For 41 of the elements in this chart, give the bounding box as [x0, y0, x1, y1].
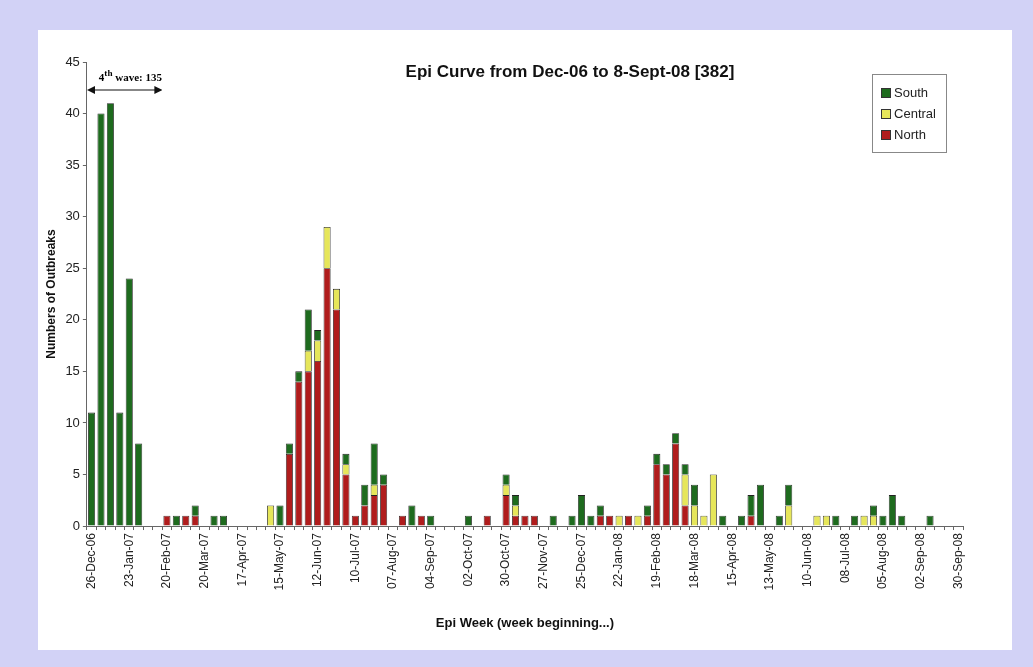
y-tick-label: 25	[65, 259, 80, 275]
x-tick-label: 02-Oct-07	[460, 532, 475, 587]
y-tick-label: 20	[65, 311, 80, 327]
x-tick-label: 27-Nov-07	[536, 532, 551, 590]
x-tick-label: 10-Jun-08	[799, 532, 814, 588]
x-tick-label: 20-Feb-07	[159, 532, 174, 589]
x-tick-label: 18-Mar-08	[686, 532, 701, 589]
y-tick-label: 35	[65, 156, 80, 172]
y-tick-label: 5	[72, 466, 80, 482]
x-tick-label: 13-May-08	[762, 532, 777, 591]
x-tick-label: 26-Dec-06	[83, 532, 98, 590]
x-tick-label: 02-Sep-08	[912, 532, 927, 590]
chart-title: Epi Curve from Dec-06 to 8-Sept-08 [382]	[404, 62, 736, 82]
y-tick-label: 30	[65, 208, 80, 224]
y-axis-title: Numbers of Outbreaks	[43, 229, 58, 359]
y-tick-label: 15	[65, 362, 80, 378]
x-tick-label: 22-Jan-08	[611, 532, 626, 588]
x-tick-label: 19-Feb-08	[649, 532, 664, 589]
x-tick-label: 04-Sep-07	[423, 532, 438, 590]
x-tick-label: 15-Apr-08	[724, 532, 739, 587]
x-tick-label: 20-Mar-07	[196, 532, 211, 589]
x-tick-label: 30-Sep-08	[950, 532, 965, 590]
x-tick-label: 17-Apr-07	[234, 532, 249, 587]
x-tick-label: 23-Jan-07	[121, 532, 136, 588]
x-tick-label: 10-Jul-07	[347, 532, 362, 584]
x-tick-label: 25-Dec-07	[573, 532, 588, 590]
y-tick-label: 40	[65, 105, 80, 121]
x-tick-label: 15-May-07	[272, 532, 287, 591]
x-axis-title: Epi Week (week beginning...)	[435, 614, 615, 630]
x-tick-label: 30-Oct-07	[498, 532, 513, 587]
annotation: 4$^{th}$ wave: 135	[98, 68, 163, 83]
x-tick-label: 05-Aug-08	[875, 532, 890, 590]
legend-label: Central	[894, 106, 936, 121]
x-tick-label: 12-Jun-07	[309, 532, 324, 588]
legend-label: North	[894, 127, 926, 142]
x-tick-label: 07-Aug-07	[385, 532, 400, 590]
y-tick-label: 0	[72, 517, 80, 533]
legend-label: South	[894, 85, 929, 100]
y-tick-label: 10	[65, 414, 80, 430]
y-tick-label: 45	[65, 53, 80, 69]
x-tick-label: 08-Jul-08	[837, 532, 852, 584]
